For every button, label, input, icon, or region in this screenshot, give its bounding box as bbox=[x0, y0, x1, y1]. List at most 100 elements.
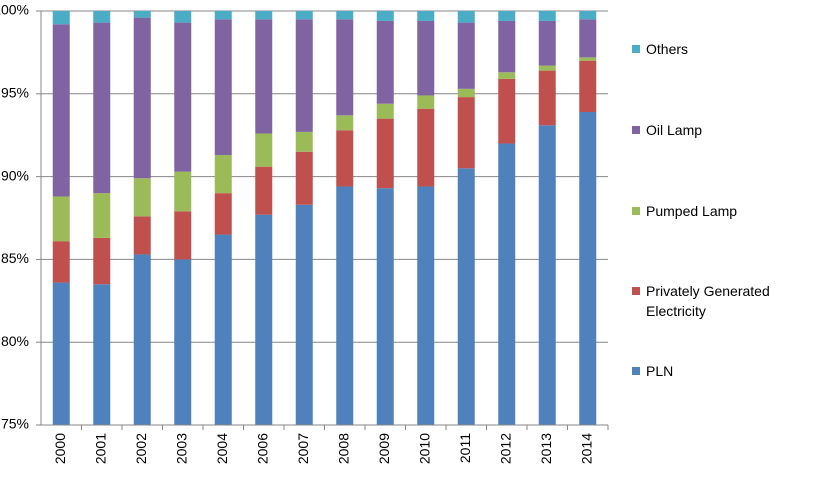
bar-segment bbox=[133, 17, 151, 179]
bar-segment bbox=[498, 78, 516, 144]
bar-segment bbox=[538, 70, 556, 126]
y-tick-label: 90% bbox=[1, 167, 29, 183]
bar-segment bbox=[52, 24, 70, 197]
bar-segment bbox=[255, 166, 273, 215]
bar-segment bbox=[579, 57, 597, 61]
x-tick-label: 2008 bbox=[335, 433, 351, 464]
bar-segment bbox=[255, 133, 273, 167]
bar-segment bbox=[133, 216, 151, 255]
legend-swatch bbox=[632, 287, 640, 295]
bar-segment bbox=[174, 22, 192, 172]
bar-segment bbox=[579, 19, 597, 58]
y-tick-label: 100% bbox=[0, 2, 29, 18]
bar-segment bbox=[93, 22, 111, 194]
bar-segment bbox=[93, 11, 111, 23]
legend-swatch bbox=[632, 126, 640, 134]
bar-segment bbox=[295, 204, 313, 425]
x-tick-label: 2000 bbox=[52, 433, 68, 464]
bar-segment bbox=[93, 193, 111, 238]
legend-swatch bbox=[632, 45, 640, 53]
bar-segment bbox=[255, 19, 273, 134]
bar-segment bbox=[93, 284, 111, 425]
bar-segment bbox=[214, 155, 232, 194]
bar-segment bbox=[52, 241, 70, 283]
bar-segment bbox=[174, 171, 192, 212]
bar-segment bbox=[336, 11, 354, 20]
x-tick-label: 2002 bbox=[133, 433, 149, 464]
x-tick-label: 2009 bbox=[376, 433, 392, 464]
bar-segment bbox=[376, 11, 394, 21]
bar-segment bbox=[174, 259, 192, 425]
x-tick-label: 2001 bbox=[92, 433, 108, 464]
bar-segment bbox=[214, 193, 232, 235]
legend-item: Privately Generated Electricity bbox=[630, 281, 796, 321]
bar-segment bbox=[538, 20, 556, 66]
bar-segment bbox=[457, 97, 475, 169]
legend-item: Pumped Lamp bbox=[630, 201, 796, 221]
x-tick-label: 2007 bbox=[295, 433, 311, 464]
x-tick-label: 2003 bbox=[173, 433, 189, 464]
bar-segment bbox=[498, 143, 516, 426]
legend-label: Privately Generated Electricity bbox=[646, 283, 770, 319]
bar-segment bbox=[457, 88, 475, 98]
bar-segment bbox=[498, 72, 516, 79]
y-tick-label: 85% bbox=[1, 250, 29, 266]
bar-segment bbox=[133, 178, 151, 217]
bar-segment bbox=[457, 11, 475, 23]
legend-item: Oil Lamp bbox=[630, 120, 796, 140]
legend-item: Others bbox=[630, 39, 796, 59]
x-tick-label: 2010 bbox=[416, 433, 432, 464]
legend-swatch bbox=[632, 207, 640, 215]
x-tick-label: 2014 bbox=[578, 433, 594, 464]
bar-segment bbox=[336, 130, 354, 187]
y-tick-label: 80% bbox=[1, 333, 29, 349]
bar-segment bbox=[498, 20, 516, 73]
bar-segment bbox=[579, 60, 597, 113]
bar-segment bbox=[457, 168, 475, 425]
legend-label: Pumped Lamp bbox=[646, 203, 738, 219]
bar-segment bbox=[295, 19, 313, 132]
bar-segment bbox=[255, 214, 273, 425]
bar-segment bbox=[538, 65, 556, 71]
bar-segment bbox=[133, 254, 151, 425]
bar-segment bbox=[336, 186, 354, 425]
bar-segment bbox=[376, 20, 394, 104]
bar-segment bbox=[214, 234, 232, 425]
bar-segment bbox=[52, 196, 70, 242]
bar-segment bbox=[417, 108, 435, 187]
y-tick-label: 75% bbox=[1, 416, 29, 432]
legend-label: Oil Lamp bbox=[646, 122, 703, 138]
bar-segment bbox=[93, 237, 111, 285]
bar-segment bbox=[174, 11, 192, 23]
bar-segment bbox=[295, 11, 313, 20]
bar-segment bbox=[295, 151, 313, 205]
bar-segment bbox=[376, 118, 394, 189]
bar-segment bbox=[133, 11, 151, 18]
bar-segment bbox=[417, 186, 435, 425]
bar-segment bbox=[417, 95, 435, 109]
bar-segment bbox=[214, 19, 232, 156]
bar-segment bbox=[214, 11, 232, 20]
bar-segment bbox=[52, 11, 70, 25]
x-tick-label: 2004 bbox=[214, 433, 230, 464]
x-tick-label: 2011 bbox=[457, 433, 473, 463]
plot-area: 75% 80% 85% 90% 95% 100% 2000 2001 2002 2003 2004 2… bbox=[0, 2, 609, 464]
bar-segment bbox=[457, 22, 475, 89]
bar-segment bbox=[376, 103, 394, 119]
bar-segment bbox=[336, 115, 354, 131]
bar-segment bbox=[336, 19, 354, 116]
legend-label: Others bbox=[646, 41, 689, 57]
bar-segment bbox=[498, 11, 516, 21]
legend-label: PLN bbox=[646, 363, 674, 379]
y-tick-label: 95% bbox=[1, 85, 29, 101]
bar-segment bbox=[417, 20, 435, 96]
x-tick-label: 2013 bbox=[538, 433, 554, 464]
bar-segment bbox=[295, 131, 313, 152]
x-tick-label: 2006 bbox=[254, 433, 270, 464]
x-tick-label: 2012 bbox=[497, 433, 513, 464]
bar-segment bbox=[538, 11, 556, 21]
legend-swatch bbox=[632, 367, 640, 375]
bar-segment bbox=[174, 211, 192, 260]
bar-segment bbox=[255, 11, 273, 20]
